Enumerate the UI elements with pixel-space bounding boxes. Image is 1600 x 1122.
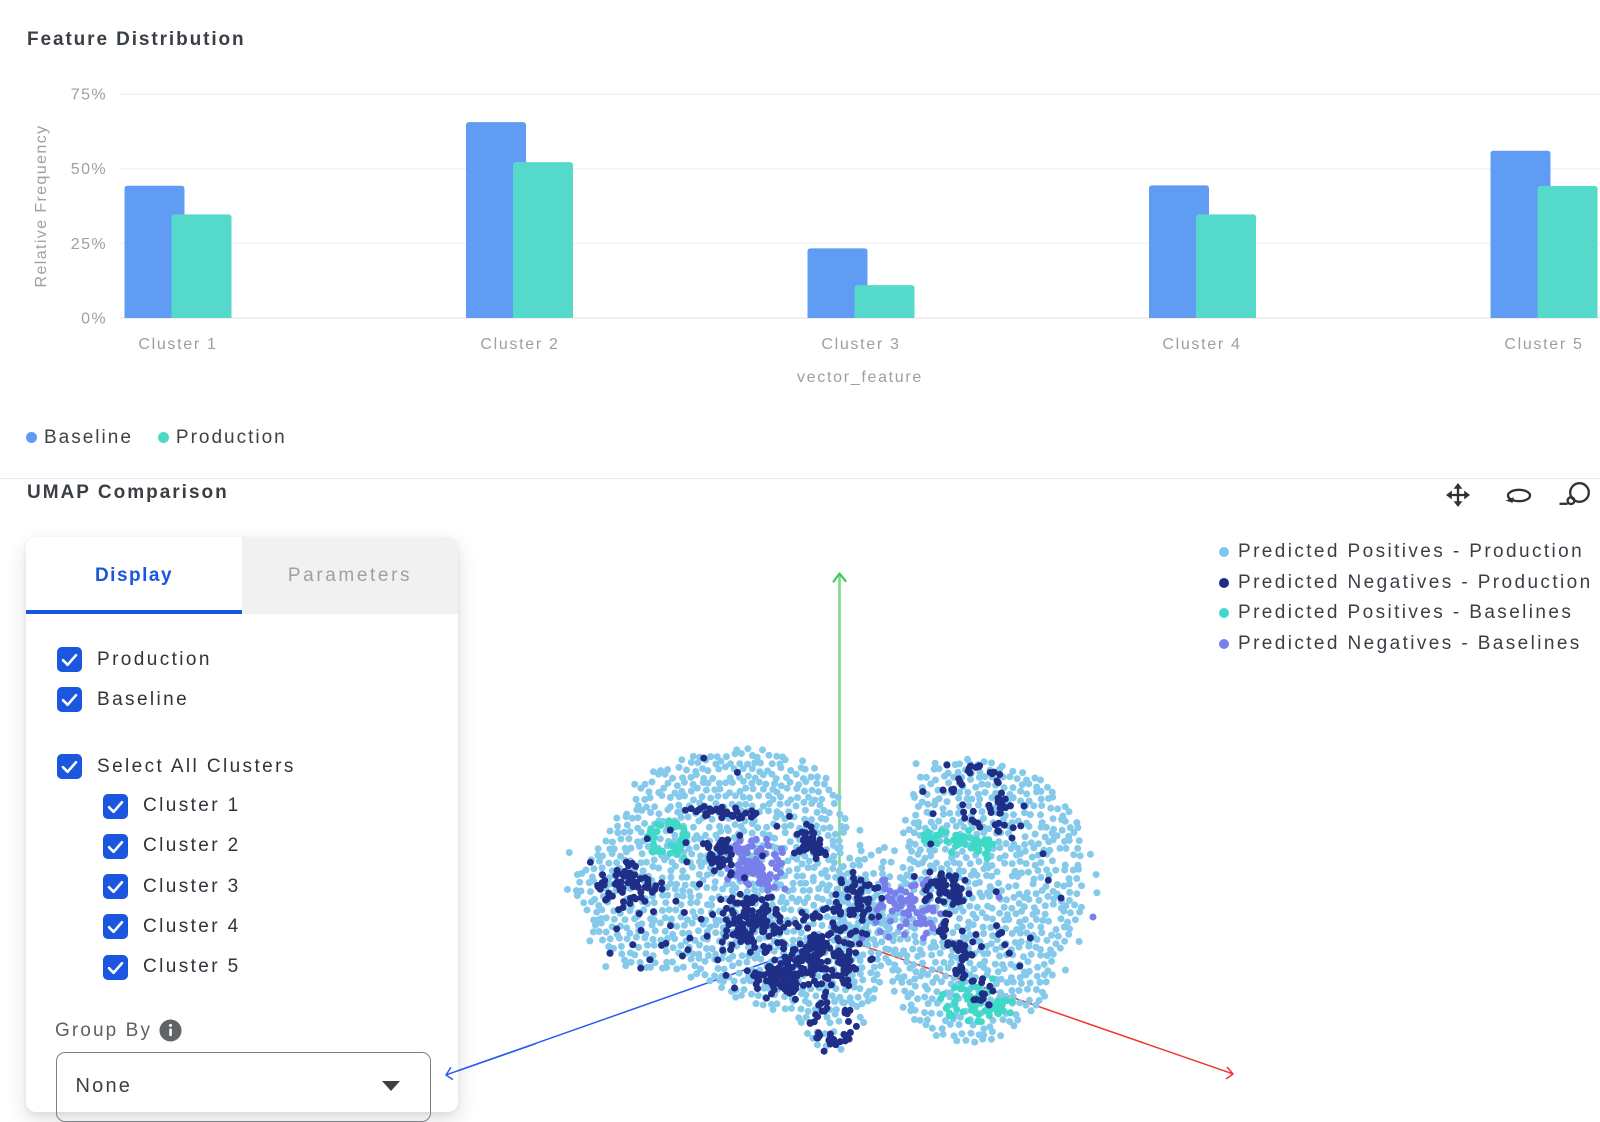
svg-text:Cluster 1: Cluster 1 bbox=[138, 336, 217, 353]
svg-text:25%: 25% bbox=[71, 236, 107, 253]
svg-text:50%: 50% bbox=[71, 161, 107, 178]
svg-text:75%: 75% bbox=[71, 87, 107, 104]
svg-text:vector_feature: vector_feature bbox=[797, 369, 923, 386]
svg-text:Relative Frequency: Relative Frequency bbox=[33, 124, 50, 287]
svg-text:Cluster 2: Cluster 2 bbox=[480, 336, 559, 353]
svg-text:Cluster 5: Cluster 5 bbox=[1504, 336, 1583, 353]
svg-text:Cluster 3: Cluster 3 bbox=[821, 336, 900, 353]
svg-text:0%: 0% bbox=[81, 311, 107, 328]
svg-text:Cluster 4: Cluster 4 bbox=[1162, 336, 1241, 353]
